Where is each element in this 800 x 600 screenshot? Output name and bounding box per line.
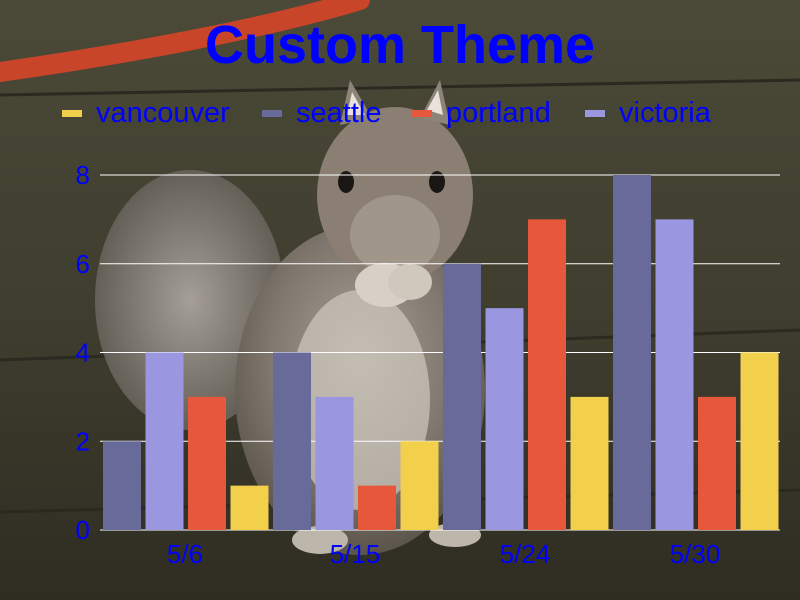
y-tick-label: 8: [76, 160, 90, 190]
legend-swatch-vancouver: [62, 110, 82, 117]
x-tick-label: 5/15: [330, 539, 381, 569]
x-tick-label: 5/24: [500, 539, 551, 569]
bar-portland-0: [188, 396, 226, 530]
chart-title: Custom Theme: [205, 15, 595, 75]
y-tick-label: 0: [76, 515, 90, 545]
legend-label-seattle: seattle: [296, 97, 381, 129]
bar-vancouver-0: [230, 485, 269, 530]
legend-swatch-portland: [412, 110, 432, 117]
bar-portland-1: [358, 485, 396, 530]
bar-vancouver-3: [740, 352, 779, 530]
bar-portland-2: [528, 219, 566, 530]
legend-swatch-victoria: [585, 110, 605, 117]
bar-victoria-1: [315, 396, 354, 530]
x-tick-label: 5/30: [670, 539, 721, 569]
axis-ticks: 0 2 4 6 8 5/6 5/15 5/24 5/30: [76, 160, 721, 569]
bar-victoria-2: [485, 308, 524, 530]
legend-label-victoria: victoria: [619, 97, 712, 129]
bar-victoria-3: [655, 219, 694, 530]
y-tick-label: 4: [76, 338, 90, 368]
y-tick-label: 2: [76, 426, 90, 456]
bar-portland-3: [698, 396, 736, 530]
bar-seattle-3: [613, 175, 651, 530]
bar-seattle-1: [273, 352, 311, 530]
legend: vancouver seattle portland victoria: [62, 97, 712, 129]
legend-swatch-seattle: [262, 110, 282, 117]
y-tick-label: 6: [76, 249, 90, 279]
x-tick-label: 5/6: [167, 539, 203, 569]
bar-seattle-0: [103, 441, 141, 530]
bar-vancouver-1: [400, 441, 439, 530]
bar-seattle-2: [443, 263, 481, 530]
legend-label-portland: portland: [446, 97, 551, 129]
legend-label-vancouver: vancouver: [96, 97, 230, 129]
bar-vancouver-2: [570, 396, 609, 530]
bars: [103, 175, 779, 530]
bar-victoria-0: [145, 352, 184, 530]
